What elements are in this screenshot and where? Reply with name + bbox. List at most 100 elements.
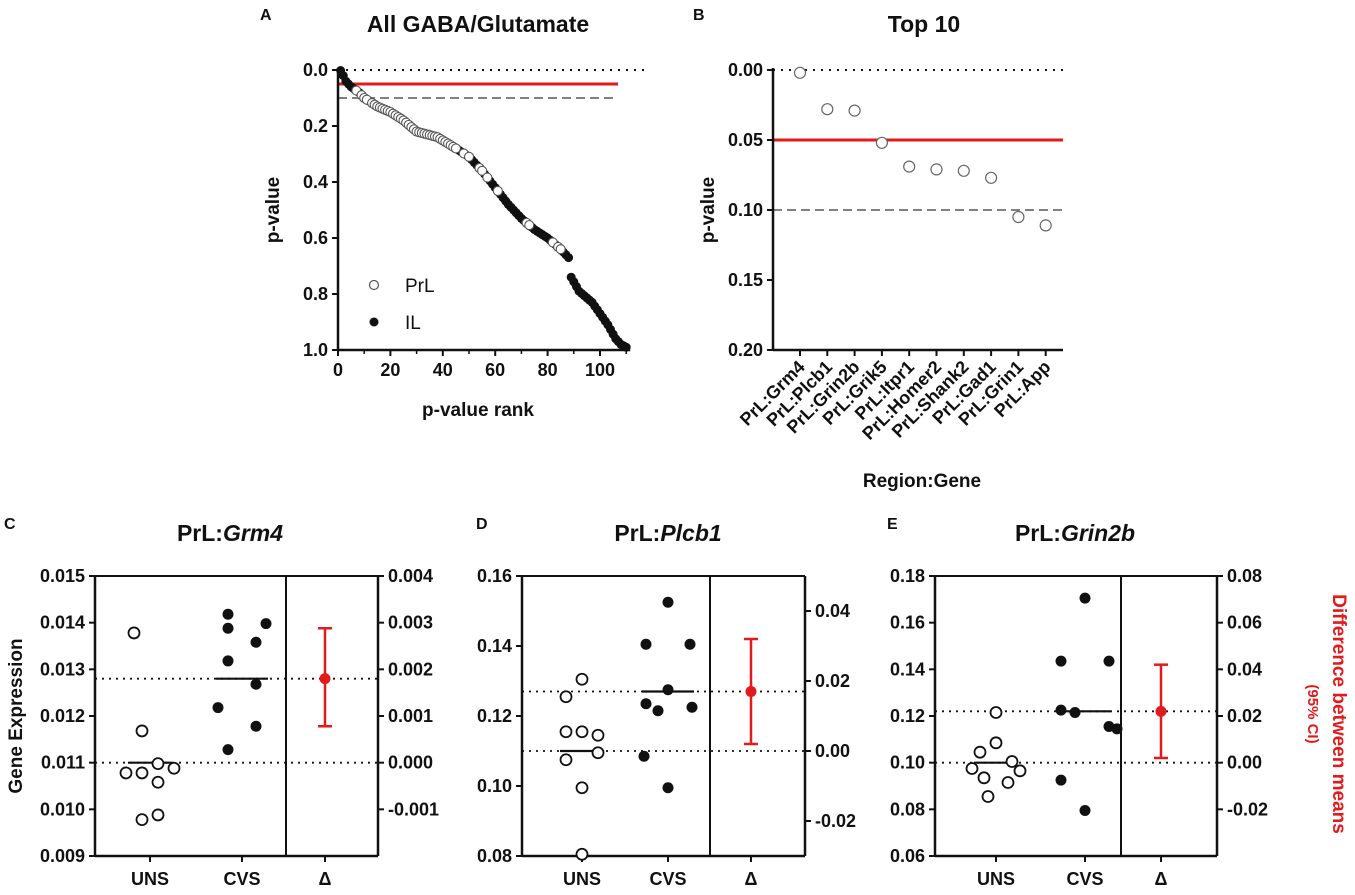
panel-c: C PrL:Grm4 Gene Expression 0.009 0.010 0.0…: [4, 516, 439, 889]
panel-letter-e: E: [887, 516, 898, 533]
panel-b-x-label: Region:Gene: [863, 471, 981, 492]
uns-point: [981, 790, 995, 803]
right-y-tick-label: -0.02: [1227, 799, 1268, 819]
right-y-tick-label: 0.04: [815, 601, 850, 621]
panel-b-point: [930, 163, 943, 176]
panel-d-title-prefix: PrL:: [614, 520, 660, 546]
panel-a-y-tick-label: 1.0: [303, 340, 328, 360]
legend-label-prl: PrL: [405, 276, 435, 297]
category-label: UNS: [131, 869, 169, 889]
panel-b-point: [875, 136, 889, 149]
panel-a-x-tick-label: 0: [333, 360, 343, 380]
category-label: Δ: [745, 869, 758, 889]
left-y-tick-label: 0.08: [890, 799, 925, 819]
uns-point: [591, 746, 605, 760]
panel-b-title: Top 10: [888, 11, 960, 37]
panel-a-y-tick-label: 0.2: [303, 116, 328, 136]
left-y-tick-label: 0.14: [890, 659, 925, 679]
panel-b-point: [848, 104, 861, 117]
uns-point: [575, 781, 589, 795]
cvs-point: [250, 720, 262, 732]
cvs-point: [662, 782, 674, 794]
uns-point: [127, 626, 141, 640]
left-y-tick-label: 0.12: [477, 706, 512, 726]
il-point: [564, 253, 574, 263]
panel-a-y-tick-label: 0.6: [303, 228, 328, 248]
cvs-point: [640, 698, 652, 710]
category-label: CVS: [1066, 869, 1103, 889]
cvs-point: [260, 618, 272, 630]
left-y-tick-label: 0.10: [477, 776, 512, 796]
cvs-point: [1079, 805, 1091, 816]
prl-point: [450, 143, 461, 154]
panel-d: D PrL:Plcb1 0.08 0.10 0.12 0.14 0.16 -0.02 0.0…: [476, 516, 856, 889]
cvs-point: [1103, 655, 1115, 667]
panel-a-legend: PrL IL: [368, 276, 435, 334]
left-y-tick-label: 0.011: [41, 753, 85, 773]
category-label: CVS: [649, 869, 686, 889]
category-label: CVS: [223, 869, 260, 889]
left-y-tick-label: 0.013: [40, 659, 85, 679]
uns-point: [575, 672, 589, 686]
cvs-point: [1111, 723, 1123, 735]
panel-e-title-prefix: PrL:: [1015, 520, 1061, 546]
panel-b-point: [1012, 210, 1025, 224]
panel-a-y-tick-label: 0.4: [303, 172, 328, 192]
cvs-point: [638, 750, 650, 762]
prl-point: [555, 244, 566, 255]
right-y-tick-label: 0.00: [815, 741, 850, 761]
mean-difference-point: [319, 673, 331, 685]
left-y-tick-label: 0.14: [477, 636, 512, 656]
left-y-tick-label: 0.015: [40, 566, 85, 586]
cvs-point: [652, 705, 664, 717]
left-y-tick-label: 0.08: [477, 846, 512, 866]
panel-a-x-label: p-value rank: [422, 400, 534, 421]
right-y-tick-label: 0.002: [388, 659, 433, 679]
uns-point: [559, 753, 573, 767]
left-y-tick-label: 0.014: [40, 613, 85, 633]
legend-marker-prl: [368, 279, 380, 291]
cvs-point: [686, 701, 698, 713]
right-y-tick-label: -0.001: [388, 799, 439, 819]
uns-point: [135, 813, 149, 826]
panel-a-x-tick-label: 80: [538, 360, 558, 380]
cvs-point: [640, 638, 652, 650]
cvs-point: [684, 638, 696, 650]
il-point: [621, 342, 631, 352]
cvs-point: [222, 744, 234, 756]
panel-e-right-y-label: Difference between means: [1328, 594, 1349, 834]
panel-b-y-tick-label: 0.15: [728, 270, 763, 290]
panel-letter-a: A: [260, 7, 272, 24]
panel-e-title: PrL:Grin2b: [1015, 520, 1135, 546]
panel-b-y-tick-label: 0.10: [728, 200, 763, 220]
cvs-point: [662, 684, 674, 696]
right-y-tick-label: -0.02: [815, 811, 856, 831]
cvs-point: [1055, 704, 1067, 716]
uns-point: [1005, 755, 1019, 768]
panel-a-y-tick-label: 0.0: [303, 60, 328, 80]
cvs-point: [222, 655, 234, 667]
panel-c-title-gene: Grm4: [223, 520, 283, 546]
cvs-point: [250, 678, 262, 690]
uns-point: [989, 706, 1003, 719]
uns-point: [1013, 764, 1027, 778]
panel-c-title: PrL:Grm4: [177, 520, 283, 546]
left-y-tick-label: 0.18: [890, 566, 925, 586]
left-y-tick-label: 0.06: [890, 846, 925, 866]
panel-a-x-tick-label: 40: [433, 360, 453, 380]
uns-point: [119, 766, 133, 780]
right-y-tick-label: 0.04: [1227, 659, 1262, 679]
cvs-point: [212, 702, 224, 714]
right-y-tick-label: 0.003: [388, 613, 433, 633]
cvs-point: [1055, 774, 1067, 786]
panel-a-y-tick-label: 0.8: [303, 284, 328, 304]
panel-letter-c: C: [4, 516, 16, 533]
panel-c-title-prefix: PrL:: [177, 520, 223, 546]
left-y-tick-label: 0.012: [40, 706, 85, 726]
panel-a-y-label: p-value: [263, 177, 284, 244]
panel-d-title: PrL:Plcb1: [614, 520, 721, 546]
panel-a: A All GABA/Glutamate p-value rank p-valu…: [260, 7, 645, 421]
cvs-point: [662, 596, 674, 608]
uns-point: [977, 771, 991, 785]
